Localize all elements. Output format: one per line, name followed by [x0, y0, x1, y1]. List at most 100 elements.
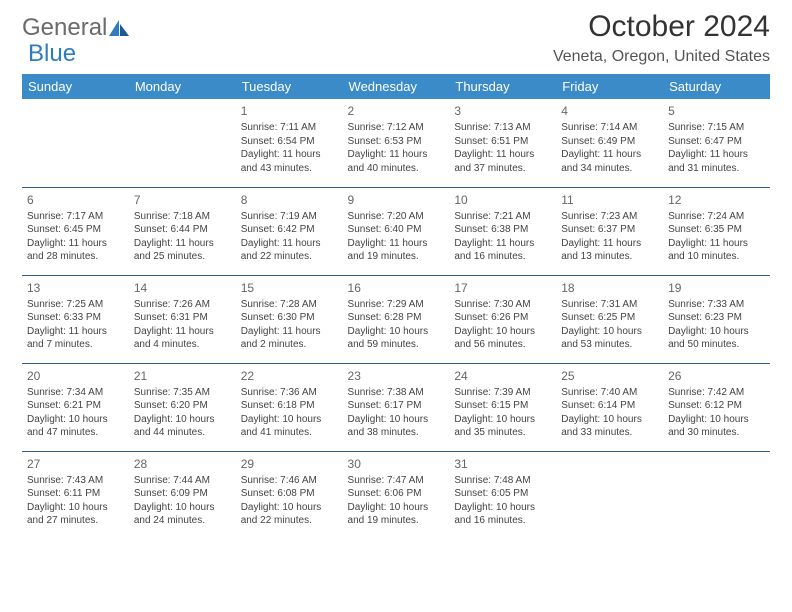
daylight-text: and 30 minutes. [668, 426, 765, 440]
daylight-text: and 2 minutes. [241, 338, 338, 352]
sunrise-text: Sunrise: 7:12 AM [348, 121, 445, 135]
sunrise-text: Sunrise: 7:31 AM [561, 298, 658, 312]
daylight-text: and 22 minutes. [241, 514, 338, 528]
daylight-text: and 50 minutes. [668, 338, 765, 352]
sunrise-text: Sunrise: 7:29 AM [348, 298, 445, 312]
sunrise-text: Sunrise: 7:30 AM [454, 298, 551, 312]
calendar-day-cell: 22Sunrise: 7:36 AMSunset: 6:18 PMDayligh… [236, 363, 343, 451]
weekday-row: SundayMondayTuesdayWednesdayThursdayFrid… [22, 74, 770, 99]
day-number: 18 [561, 280, 658, 296]
daylight-text: and 7 minutes. [27, 338, 124, 352]
day-number: 17 [454, 280, 551, 296]
daylight-text: and 13 minutes. [561, 250, 658, 264]
calendar-day-cell: 9Sunrise: 7:20 AMSunset: 6:40 PMDaylight… [343, 187, 450, 275]
day-number: 6 [27, 192, 124, 208]
day-number: 7 [134, 192, 231, 208]
sunset-text: Sunset: 6:45 PM [27, 223, 124, 237]
day-number: 30 [348, 456, 445, 472]
sunrise-text: Sunrise: 7:33 AM [668, 298, 765, 312]
sunset-text: Sunset: 6:51 PM [454, 135, 551, 149]
sunset-text: Sunset: 6:37 PM [561, 223, 658, 237]
day-number: 26 [668, 368, 765, 384]
sunset-text: Sunset: 6:53 PM [348, 135, 445, 149]
calendar-day-cell: 17Sunrise: 7:30 AMSunset: 6:26 PMDayligh… [449, 275, 556, 363]
day-number: 5 [668, 103, 765, 119]
sunrise-text: Sunrise: 7:24 AM [668, 210, 765, 224]
sunset-text: Sunset: 6:18 PM [241, 399, 338, 413]
daylight-text: Daylight: 11 hours [454, 237, 551, 251]
weekday-header: Saturday [663, 74, 770, 99]
header: General October 2024 Veneta, Oregon, Uni… [22, 10, 770, 66]
daylight-text: Daylight: 10 hours [134, 501, 231, 515]
calendar-day-cell: 23Sunrise: 7:38 AMSunset: 6:17 PMDayligh… [343, 363, 450, 451]
sunrise-text: Sunrise: 7:38 AM [348, 386, 445, 400]
sunset-text: Sunset: 6:33 PM [27, 311, 124, 325]
daylight-text: Daylight: 11 hours [348, 148, 445, 162]
day-number: 1 [241, 103, 338, 119]
calendar-day-cell: 28Sunrise: 7:44 AMSunset: 6:09 PMDayligh… [129, 451, 236, 539]
daylight-text: Daylight: 10 hours [561, 325, 658, 339]
daylight-text: Daylight: 11 hours [668, 148, 765, 162]
daylight-text: Daylight: 11 hours [27, 325, 124, 339]
daylight-text: and 22 minutes. [241, 250, 338, 264]
sunset-text: Sunset: 6:17 PM [348, 399, 445, 413]
day-number: 31 [454, 456, 551, 472]
sunset-text: Sunset: 6:25 PM [561, 311, 658, 325]
day-number: 24 [454, 368, 551, 384]
weekday-header: Friday [556, 74, 663, 99]
day-number: 2 [348, 103, 445, 119]
day-number: 11 [561, 192, 658, 208]
calendar-day-cell: 10Sunrise: 7:21 AMSunset: 6:38 PMDayligh… [449, 187, 556, 275]
sunrise-text: Sunrise: 7:40 AM [561, 386, 658, 400]
daylight-text: and 33 minutes. [561, 426, 658, 440]
sunrise-text: Sunrise: 7:47 AM [348, 474, 445, 488]
sunrise-text: Sunrise: 7:46 AM [241, 474, 338, 488]
calendar-day-cell: 16Sunrise: 7:29 AMSunset: 6:28 PMDayligh… [343, 275, 450, 363]
weekday-header: Monday [129, 74, 236, 99]
calendar-day-cell: 18 Sunrise: 7:31 AMSunset: 6:25 PMDayligh… [556, 275, 663, 363]
day-number: 27 [27, 456, 124, 472]
sunset-text: Sunset: 6:20 PM [134, 399, 231, 413]
sunset-text: Sunset: 6:28 PM [348, 311, 445, 325]
brand-part1: General [22, 14, 107, 42]
sunset-text: Sunset: 6:11 PM [27, 487, 124, 501]
sunrise-text: Sunrise: 7:19 AM [241, 210, 338, 224]
daylight-text: and 10 minutes. [668, 250, 765, 264]
day-number: 21 [134, 368, 231, 384]
daylight-text: Daylight: 10 hours [668, 413, 765, 427]
sunset-text: Sunset: 6:35 PM [668, 223, 765, 237]
day-number: 15 [241, 280, 338, 296]
daylight-text: Daylight: 11 hours [561, 148, 658, 162]
daylight-text: and 27 minutes. [27, 514, 124, 528]
daylight-text: and 53 minutes. [561, 338, 658, 352]
day-number: 22 [241, 368, 338, 384]
sunrise-text: Sunrise: 7:48 AM [454, 474, 551, 488]
calendar-day-cell: 8Sunrise: 7:19 AMSunset: 6:42 PMDaylight… [236, 187, 343, 275]
sunrise-text: Sunrise: 7:43 AM [27, 474, 124, 488]
daylight-text: and 19 minutes. [348, 250, 445, 264]
sail-icon [109, 20, 131, 36]
title-block: October 2024 Veneta, Oregon, United Stat… [553, 10, 770, 66]
sunrise-text: Sunrise: 7:13 AM [454, 121, 551, 135]
daylight-text: Daylight: 10 hours [27, 501, 124, 515]
calendar-day-cell: 27 Sunrise: 7:43 AMSunset: 6:11 PMDayligh… [22, 451, 129, 539]
daylight-text: and 16 minutes. [454, 250, 551, 264]
sunset-text: Sunset: 6:31 PM [134, 311, 231, 325]
daylight-text: Daylight: 10 hours [668, 325, 765, 339]
calendar-week-row: 20Sunrise: 7:34 AMSunset: 6:21 PMDayligh… [22, 363, 770, 451]
day-number: 3 [454, 103, 551, 119]
daylight-text: and 16 minutes. [454, 514, 551, 528]
sunset-text: Sunset: 6:08 PM [241, 487, 338, 501]
sunrise-text: Sunrise: 7:36 AM [241, 386, 338, 400]
weekday-header: Sunday [22, 74, 129, 99]
daylight-text: and 34 minutes. [561, 162, 658, 176]
sunrise-text: Sunrise: 7:11 AM [241, 121, 338, 135]
month-title: October 2024 [553, 10, 770, 44]
sunrise-text: Sunrise: 7:15 AM [668, 121, 765, 135]
calendar-day-cell: 11Sunrise: 7:23 AMSunset: 6:37 PMDayligh… [556, 187, 663, 275]
calendar-day-cell: 13Sunrise: 7:25 AMSunset: 6:33 PMDayligh… [22, 275, 129, 363]
calendar-day-cell: 20Sunrise: 7:34 AMSunset: 6:21 PMDayligh… [22, 363, 129, 451]
calendar-day-cell: 15Sunrise: 7:28 AMSunset: 6:30 PMDayligh… [236, 275, 343, 363]
day-number: 14 [134, 280, 231, 296]
calendar-day-cell: 26Sunrise: 7:42 AMSunset: 6:12 PMDayligh… [663, 363, 770, 451]
